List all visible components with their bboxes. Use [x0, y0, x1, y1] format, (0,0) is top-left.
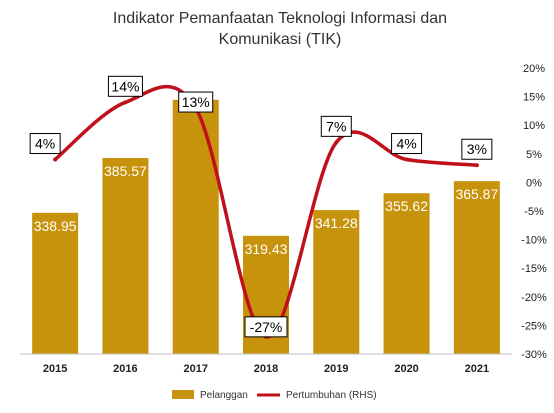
pct-label-box-2021 — [461, 138, 493, 160]
pct-label-box-2015 — [29, 133, 61, 155]
pct-label-2015: 4% — [35, 136, 55, 152]
bar-value-label-2015: 338.95 — [34, 218, 77, 234]
bar-pelanggan-2019 — [313, 210, 360, 354]
bar-pelanggan-2016 — [102, 157, 149, 354]
bar-value-label-2016: 385.57 — [104, 163, 147, 179]
right-axis-tick-2: 10% — [523, 120, 545, 132]
bar-value-label-2021: 365.87 — [455, 186, 498, 202]
right-axis-tick-6: -10% — [521, 235, 547, 247]
right-axis-tick-8: -20% — [521, 292, 547, 304]
x-tick-label-2019: 2019 — [324, 363, 348, 375]
right-axis-tick-7: -15% — [521, 263, 547, 275]
legend-label-pertumbuhan: Pertumbuhan (RHS) — [286, 390, 377, 401]
bar-pelanggan-2021 — [453, 181, 500, 354]
pct-label-box-2016 — [107, 75, 143, 97]
x-tick-label-2018: 2018 — [254, 363, 278, 375]
x-tick-label-2015: 2015 — [43, 363, 67, 375]
pct-label-box-2019 — [320, 115, 352, 137]
right-axis-tick-0: 20% — [523, 63, 545, 75]
bar-pelanggan-2015 — [32, 212, 79, 354]
x-tick-label-2020: 2020 — [394, 363, 418, 375]
pct-label-box-2020 — [391, 133, 423, 155]
right-axis-tick-1: 15% — [523, 92, 545, 104]
chart-title-line-2: Komunikasi (TIK) — [218, 31, 342, 48]
legend-swatch-pelanggan — [172, 390, 194, 399]
pct-label-2021: 3% — [467, 141, 487, 157]
bar-pelanggan-2020 — [383, 193, 430, 354]
pct-label-2018: -27% — [250, 319, 283, 335]
pct-label-box-2018 — [244, 316, 288, 338]
pct-label-2016: 14% — [111, 78, 139, 94]
pct-label-2019: 7% — [326, 118, 346, 134]
right-axis-tick-9: -25% — [521, 320, 547, 332]
chart-title: Indikator Pemanfaatan Teknologi Informas… — [60, 8, 500, 50]
point-pertumbuhan-2019 — [334, 140, 339, 145]
pct-label-2020: 4% — [396, 136, 416, 152]
pct-label-box-2017 — [178, 91, 214, 113]
bar-value-label-2020: 355.62 — [385, 198, 428, 214]
chart-title-line-1: Indikator Pemanfaatan Teknologi Informas… — [112, 10, 448, 27]
right-axis-tick-10: -30% — [521, 349, 547, 361]
point-pertumbuhan-2016 — [123, 100, 128, 105]
bar-value-label-2018: 319.43 — [245, 241, 288, 257]
x-tick-label-2016: 2016 — [113, 363, 137, 375]
x-tick-label-2021: 2021 — [465, 363, 489, 375]
pct-label-2017: 13% — [182, 94, 210, 110]
point-pertumbuhan-2015 — [53, 157, 58, 162]
right-axis-tick-4: 0% — [526, 177, 542, 189]
bar-value-label-2019: 341.28 — [315, 215, 358, 231]
point-pertumbuhan-2020 — [404, 157, 409, 162]
bar-pelanggan-2017 — [172, 99, 219, 355]
legend-label-pelanggan: Pelanggan — [200, 390, 248, 401]
x-tick-label-2017: 2017 — [183, 363, 207, 375]
right-axis-tick-5: -5% — [524, 206, 544, 218]
point-pertumbuhan-2021 — [474, 163, 479, 168]
right-axis-tick-3: 5% — [526, 149, 542, 161]
